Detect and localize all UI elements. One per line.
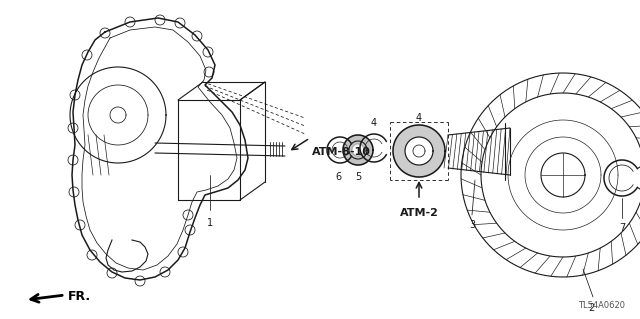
Text: 5: 5 xyxy=(355,172,361,182)
Text: 2: 2 xyxy=(588,303,594,313)
Text: 4: 4 xyxy=(416,113,422,123)
Text: 1: 1 xyxy=(207,218,213,228)
Text: FR.: FR. xyxy=(68,291,91,303)
Text: ATM-2: ATM-2 xyxy=(399,208,438,218)
Text: 6: 6 xyxy=(335,172,341,182)
Text: 3: 3 xyxy=(469,220,475,230)
Text: 7: 7 xyxy=(619,223,625,233)
Text: TL54A0620: TL54A0620 xyxy=(578,301,625,310)
Text: 4: 4 xyxy=(371,118,377,128)
Text: ATM-8-10: ATM-8-10 xyxy=(312,147,371,157)
